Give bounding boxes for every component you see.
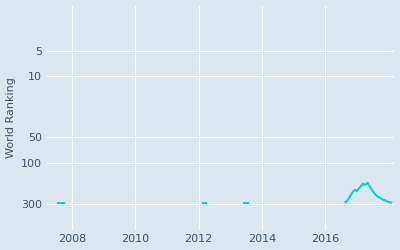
Y-axis label: World Ranking: World Ranking xyxy=(6,77,16,158)
